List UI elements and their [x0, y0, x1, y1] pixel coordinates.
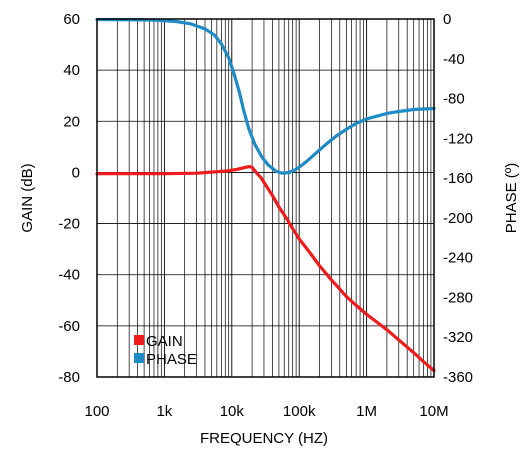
- x-tick-label: 10k: [220, 403, 245, 420]
- right-y-tick-label: -80: [443, 91, 465, 108]
- legend-label-gain: GAIN: [146, 333, 183, 350]
- x-axis-label: FREQUENCY (HZ): [200, 430, 328, 447]
- left-y-tick-label: -40: [58, 267, 80, 284]
- left-y-tick-label: -60: [58, 318, 80, 335]
- series-layer: [95, 17, 436, 373]
- right-y-tick-label: -280: [443, 289, 473, 306]
- left-y-tick-label: 60: [63, 11, 80, 28]
- right-y-axis-label: PHASE (º): [503, 163, 520, 234]
- right-y-tick-label: -240: [443, 250, 473, 267]
- right-y-tick-label: -40: [443, 51, 465, 68]
- x-tick-label: 1M: [356, 403, 377, 420]
- left-y-tick-label: 20: [63, 113, 80, 130]
- grid-lines: [97, 19, 434, 377]
- left-y-tick-label: -20: [58, 216, 80, 233]
- series-line-phase: [95, 17, 436, 175]
- left-y-tick-label: 40: [63, 62, 80, 79]
- right-y-tick-label: -160: [443, 170, 473, 187]
- legend-swatch-gain: [134, 335, 144, 345]
- legend-swatch-phase: [134, 353, 144, 363]
- series-line-gain: [95, 164, 436, 373]
- right-y-tick-label: -360: [443, 369, 473, 386]
- x-tick-label: 100: [84, 403, 109, 420]
- x-tick-label: 1k: [156, 403, 172, 420]
- tick-labels: 100 1k 10k 100k 1M 10M 60 40 20 0 -20 -40 -60 -80 0 -40…: [58, 11, 473, 420]
- legend-label-phase: PHASE: [146, 351, 197, 368]
- x-tick-label: 10M: [419, 403, 448, 420]
- right-y-tick-label: -120: [443, 130, 473, 147]
- plot-frame: [96, 18, 435, 378]
- right-y-tick-label: -320: [443, 329, 473, 346]
- right-y-tick-label: 0: [443, 11, 451, 28]
- x-tick-label: 100k: [283, 403, 316, 420]
- left-y-tick-label: -80: [58, 369, 80, 386]
- right-y-tick-label: -200: [443, 210, 473, 227]
- left-y-tick-label: 0: [72, 164, 80, 181]
- left-y-axis-label: GAIN (dB): [19, 163, 36, 232]
